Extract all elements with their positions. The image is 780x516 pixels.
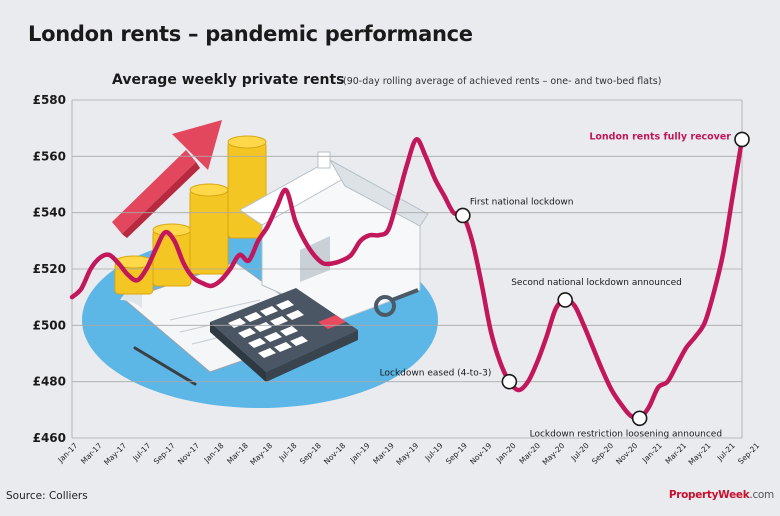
x-tick-label: Jan-20 [494,441,518,465]
source-note: Source: Colliers [6,490,88,502]
x-tick-label: Jul-17 [130,441,152,463]
page-title: London rents – pandemic performance [28,22,473,46]
x-tick-label: Mar-17 [79,441,104,466]
brand-logo: PropertyWeek.com [668,489,774,501]
x-tick-label: Mar-19 [371,441,396,466]
property-illustration [82,120,438,408]
x-tick-label: Mar-21 [663,441,688,466]
x-tick-label: Sep-17 [152,441,177,466]
x-tick-label: Sep-20 [590,441,615,466]
x-tick-label: Jul-20 [569,441,591,463]
annotation-label: Lockdown eased (4-to-3) [380,369,492,379]
x-tick-label: Nov-17 [176,441,201,466]
x-tick-label: May-21 [687,441,713,467]
x-tick-label: Jul-21 [715,441,737,463]
annotation-marker [455,207,471,224]
x-tick-label: May-19 [394,441,420,467]
y-tick-label: £500 [33,318,66,332]
y-axis: £460 £480 £500 £520 £540 £560 £580 [33,93,66,445]
calculator-icon [210,288,358,382]
x-tick-label: Nov-20 [614,441,639,466]
x-tick-label: Jul-18 [276,441,298,463]
annotation-label: First national lockdown [470,197,574,207]
key-icon [374,288,419,317]
annotation-label: London rents fully recover [589,131,731,142]
x-tick-label: Jul-19 [423,441,445,463]
x-tick-label: Jan-21 [640,441,664,465]
x-tick-label: Mar-18 [225,441,250,466]
x-tick-label: May-17 [102,441,128,467]
chart-title: Average weekly private rents [112,72,345,88]
annotations-layer: First national lockdown Lockdown eased (4… [380,131,750,439]
annotation-marker [557,292,573,308]
x-tick-label: Nov-19 [468,441,493,466]
y-tick-label: £480 [33,375,66,389]
x-tick-label: Sep-19 [444,441,469,466]
y-tick-label: £540 [33,206,66,220]
annotation-marker [631,410,648,427]
annotation-label: Second national lockdown announced [511,278,682,288]
pen-icon [133,346,197,386]
x-tick-label: Sep-18 [298,441,323,466]
x-tick-label: Sep-21 [736,441,761,466]
annotation-marker [734,131,750,148]
y-tick-label: £520 [33,262,66,276]
y-tick-label: £460 [33,431,66,445]
x-tick-label: May-18 [248,441,274,467]
house-icon [239,151,429,321]
series-layer [69,137,745,422]
annotation-label: Lockdown restriction loosening announced [530,429,722,439]
x-tick-label: Jan-19 [348,441,372,465]
grid [71,99,743,439]
y-tick-label: £560 [33,149,66,163]
x-tick-label: Jan-18 [202,441,226,465]
series-line [69,137,745,422]
annotation-marker [501,373,518,390]
x-tick-label: May-20 [541,441,567,467]
x-tick-label: Mar-20 [517,441,542,466]
x-tick-label: Nov-18 [322,441,347,466]
chart-note: (90-day rolling average of achieved rent… [343,76,662,87]
y-tick-label: £580 [33,93,66,107]
